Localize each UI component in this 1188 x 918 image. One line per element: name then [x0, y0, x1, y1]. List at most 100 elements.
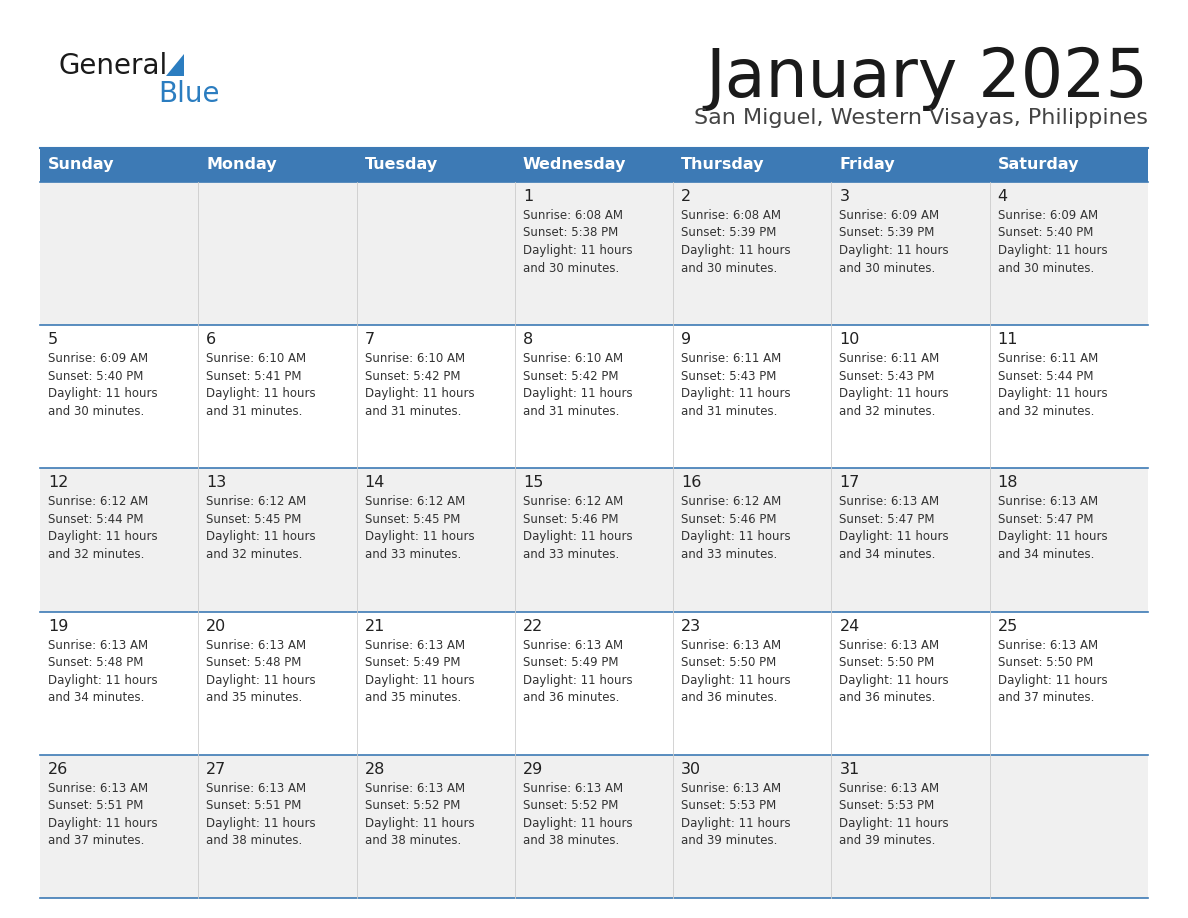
Text: Sunset: 5:40 PM: Sunset: 5:40 PM [998, 227, 1093, 240]
Text: Sunrise: 6:13 AM: Sunrise: 6:13 AM [840, 496, 940, 509]
Text: Sunrise: 6:13 AM: Sunrise: 6:13 AM [207, 639, 307, 652]
Text: and 39 minutes.: and 39 minutes. [840, 834, 936, 847]
Text: 17: 17 [840, 476, 860, 490]
Text: and 32 minutes.: and 32 minutes. [48, 548, 145, 561]
Text: Sunset: 5:47 PM: Sunset: 5:47 PM [840, 513, 935, 526]
Text: Daylight: 11 hours: Daylight: 11 hours [523, 387, 632, 400]
Text: 25: 25 [998, 619, 1018, 633]
Bar [40, 325, 1148, 468]
Text: Saturday: Saturday [998, 158, 1079, 173]
Text: 5: 5 [48, 332, 58, 347]
Text: Sunset: 5:48 PM: Sunset: 5:48 PM [207, 656, 302, 669]
Text: and 30 minutes.: and 30 minutes. [48, 405, 144, 418]
Text: Sunrise: 6:12 AM: Sunrise: 6:12 AM [48, 496, 148, 509]
Text: Sunset: 5:46 PM: Sunset: 5:46 PM [523, 513, 619, 526]
Text: 10: 10 [840, 332, 860, 347]
Text: and 30 minutes.: and 30 minutes. [998, 262, 1094, 274]
Text: Sunset: 5:40 PM: Sunset: 5:40 PM [48, 370, 144, 383]
Text: and 30 minutes.: and 30 minutes. [681, 262, 777, 274]
Text: Daylight: 11 hours: Daylight: 11 hours [840, 674, 949, 687]
Text: Daylight: 11 hours: Daylight: 11 hours [365, 531, 474, 543]
Text: Sunrise: 6:13 AM: Sunrise: 6:13 AM [681, 782, 782, 795]
Text: 23: 23 [681, 619, 701, 633]
Text: Sunset: 5:41 PM: Sunset: 5:41 PM [207, 370, 302, 383]
Text: Daylight: 11 hours: Daylight: 11 hours [681, 531, 791, 543]
Text: 26: 26 [48, 762, 68, 777]
Text: Sunrise: 6:08 AM: Sunrise: 6:08 AM [681, 209, 782, 222]
Text: and 32 minutes.: and 32 minutes. [998, 405, 1094, 418]
Text: Sunrise: 6:09 AM: Sunrise: 6:09 AM [48, 353, 148, 365]
Text: Sunrise: 6:13 AM: Sunrise: 6:13 AM [365, 782, 465, 795]
Text: and 35 minutes.: and 35 minutes. [365, 691, 461, 704]
Bar [40, 468, 1148, 611]
Text: Sunrise: 6:13 AM: Sunrise: 6:13 AM [840, 782, 940, 795]
Text: Sunrise: 6:10 AM: Sunrise: 6:10 AM [523, 353, 623, 365]
Text: 15: 15 [523, 476, 543, 490]
Text: Sunset: 5:53 PM: Sunset: 5:53 PM [840, 800, 935, 812]
Text: Daylight: 11 hours: Daylight: 11 hours [523, 674, 632, 687]
Text: Daylight: 11 hours: Daylight: 11 hours [681, 674, 791, 687]
Text: Daylight: 11 hours: Daylight: 11 hours [48, 387, 158, 400]
Text: Daylight: 11 hours: Daylight: 11 hours [523, 531, 632, 543]
Text: Tuesday: Tuesday [365, 158, 437, 173]
Bar [40, 182, 1148, 325]
Text: Sunset: 5:43 PM: Sunset: 5:43 PM [681, 370, 777, 383]
Text: and 39 minutes.: and 39 minutes. [681, 834, 777, 847]
Text: Sunset: 5:46 PM: Sunset: 5:46 PM [681, 513, 777, 526]
Text: 9: 9 [681, 332, 691, 347]
Text: Sunrise: 6:13 AM: Sunrise: 6:13 AM [523, 639, 623, 652]
Text: Sunrise: 6:12 AM: Sunrise: 6:12 AM [523, 496, 624, 509]
Text: Sunset: 5:50 PM: Sunset: 5:50 PM [681, 656, 777, 669]
Text: Daylight: 11 hours: Daylight: 11 hours [681, 387, 791, 400]
Text: Sunset: 5:48 PM: Sunset: 5:48 PM [48, 656, 144, 669]
Text: and 33 minutes.: and 33 minutes. [365, 548, 461, 561]
Text: Daylight: 11 hours: Daylight: 11 hours [207, 817, 316, 830]
Text: Sunset: 5:50 PM: Sunset: 5:50 PM [998, 656, 1093, 669]
Text: Sunrise: 6:13 AM: Sunrise: 6:13 AM [48, 639, 148, 652]
Text: and 38 minutes.: and 38 minutes. [207, 834, 303, 847]
Text: Daylight: 11 hours: Daylight: 11 hours [840, 387, 949, 400]
Text: Daylight: 11 hours: Daylight: 11 hours [365, 387, 474, 400]
Text: Sunset: 5:42 PM: Sunset: 5:42 PM [365, 370, 460, 383]
Text: Sunset: 5:51 PM: Sunset: 5:51 PM [207, 800, 302, 812]
Text: Daylight: 11 hours: Daylight: 11 hours [840, 244, 949, 257]
Text: 31: 31 [840, 762, 860, 777]
Text: Sunrise: 6:08 AM: Sunrise: 6:08 AM [523, 209, 623, 222]
Text: and 34 minutes.: and 34 minutes. [998, 548, 1094, 561]
Text: General: General [58, 52, 168, 80]
Text: Monday: Monday [207, 158, 277, 173]
Text: 1: 1 [523, 189, 533, 204]
Text: 18: 18 [998, 476, 1018, 490]
Text: 8: 8 [523, 332, 533, 347]
Text: Sunrise: 6:13 AM: Sunrise: 6:13 AM [840, 639, 940, 652]
Text: Sunset: 5:42 PM: Sunset: 5:42 PM [523, 370, 619, 383]
Text: Sunset: 5:45 PM: Sunset: 5:45 PM [365, 513, 460, 526]
Text: and 34 minutes.: and 34 minutes. [48, 691, 145, 704]
Text: Sunrise: 6:12 AM: Sunrise: 6:12 AM [681, 496, 782, 509]
Text: 21: 21 [365, 619, 385, 633]
Text: 6: 6 [207, 332, 216, 347]
Text: Sunrise: 6:12 AM: Sunrise: 6:12 AM [207, 496, 307, 509]
Text: and 36 minutes.: and 36 minutes. [840, 691, 936, 704]
Text: San Miguel, Western Visayas, Philippines: San Miguel, Western Visayas, Philippines [694, 108, 1148, 128]
Text: Sunrise: 6:11 AM: Sunrise: 6:11 AM [998, 353, 1098, 365]
Text: and 30 minutes.: and 30 minutes. [840, 262, 936, 274]
Text: Daylight: 11 hours: Daylight: 11 hours [523, 817, 632, 830]
Text: Daylight: 11 hours: Daylight: 11 hours [998, 244, 1107, 257]
Text: Sunset: 5:49 PM: Sunset: 5:49 PM [365, 656, 460, 669]
Text: 4: 4 [998, 189, 1007, 204]
Text: 29: 29 [523, 762, 543, 777]
Text: 28: 28 [365, 762, 385, 777]
Text: Sunrise: 6:09 AM: Sunrise: 6:09 AM [840, 209, 940, 222]
Bar [40, 755, 1148, 898]
Text: Daylight: 11 hours: Daylight: 11 hours [523, 244, 632, 257]
Text: Friday: Friday [840, 158, 895, 173]
Text: Sunset: 5:53 PM: Sunset: 5:53 PM [681, 800, 777, 812]
Text: and 36 minutes.: and 36 minutes. [681, 691, 777, 704]
Text: Daylight: 11 hours: Daylight: 11 hours [207, 531, 316, 543]
Bar [40, 611, 1148, 755]
Text: and 31 minutes.: and 31 minutes. [207, 405, 303, 418]
Text: Sunset: 5:47 PM: Sunset: 5:47 PM [998, 513, 1093, 526]
Text: Sunrise: 6:13 AM: Sunrise: 6:13 AM [523, 782, 623, 795]
Text: 19: 19 [48, 619, 69, 633]
